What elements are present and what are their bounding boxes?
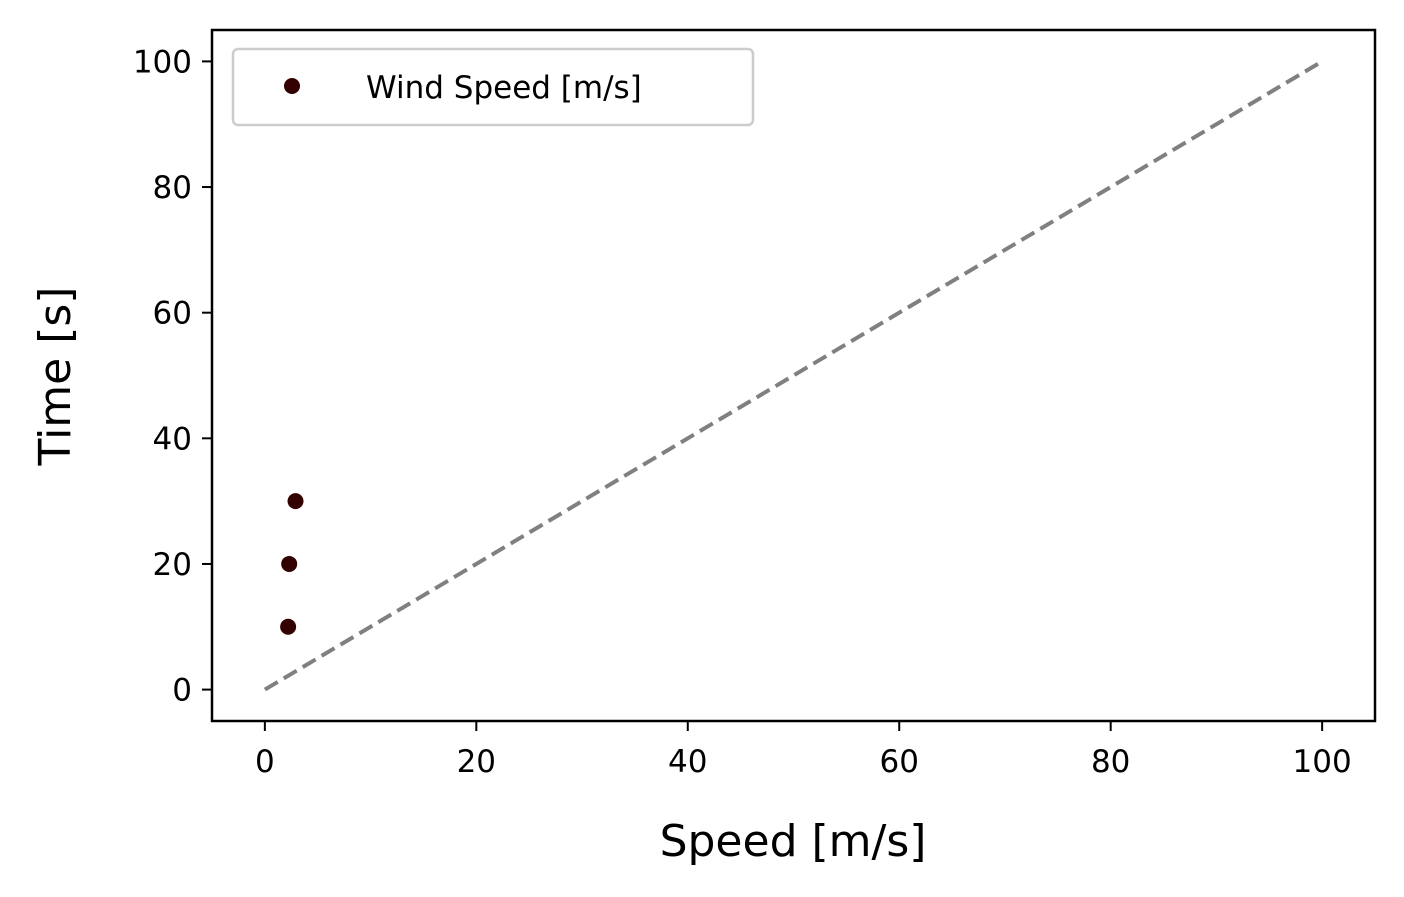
- x-tick-label: 60: [880, 744, 919, 780]
- x-axis-ticks: 0 20 40 60 80 100: [255, 721, 1352, 780]
- reference-line: [263, 59, 1324, 692]
- legend: Wind Speed [m/s]: [231, 47, 755, 127]
- x-axis-label: Speed [m/s]: [660, 816, 927, 867]
- x-tick-label: 40: [668, 744, 707, 780]
- plot-frame: [210, 28, 1377, 723]
- y-axis-ticks: 0 20 40 60 80 100: [133, 44, 212, 709]
- y-tick-label: 80: [153, 170, 192, 206]
- legend-label: Wind Speed [m/s]: [366, 70, 642, 106]
- legend-marker: [284, 78, 300, 94]
- y-tick-label: 0: [172, 673, 192, 709]
- y-axis-label: Time [s]: [30, 287, 81, 467]
- legend-box: [231, 47, 755, 127]
- data-point: [280, 618, 297, 635]
- y-tick-label: 40: [153, 421, 192, 457]
- y-tick-label: 20: [153, 547, 192, 583]
- x-tick-label: 80: [1091, 744, 1130, 780]
- x-tick-label: 0: [255, 744, 275, 780]
- x-tick-label: 20: [457, 744, 496, 780]
- y-tick-label: 100: [133, 44, 192, 80]
- data-point: [281, 555, 298, 572]
- plot-area: [263, 59, 1324, 692]
- data-point: [287, 493, 304, 510]
- x-tick-label: 100: [1293, 744, 1352, 780]
- y-tick-label: 60: [153, 296, 192, 332]
